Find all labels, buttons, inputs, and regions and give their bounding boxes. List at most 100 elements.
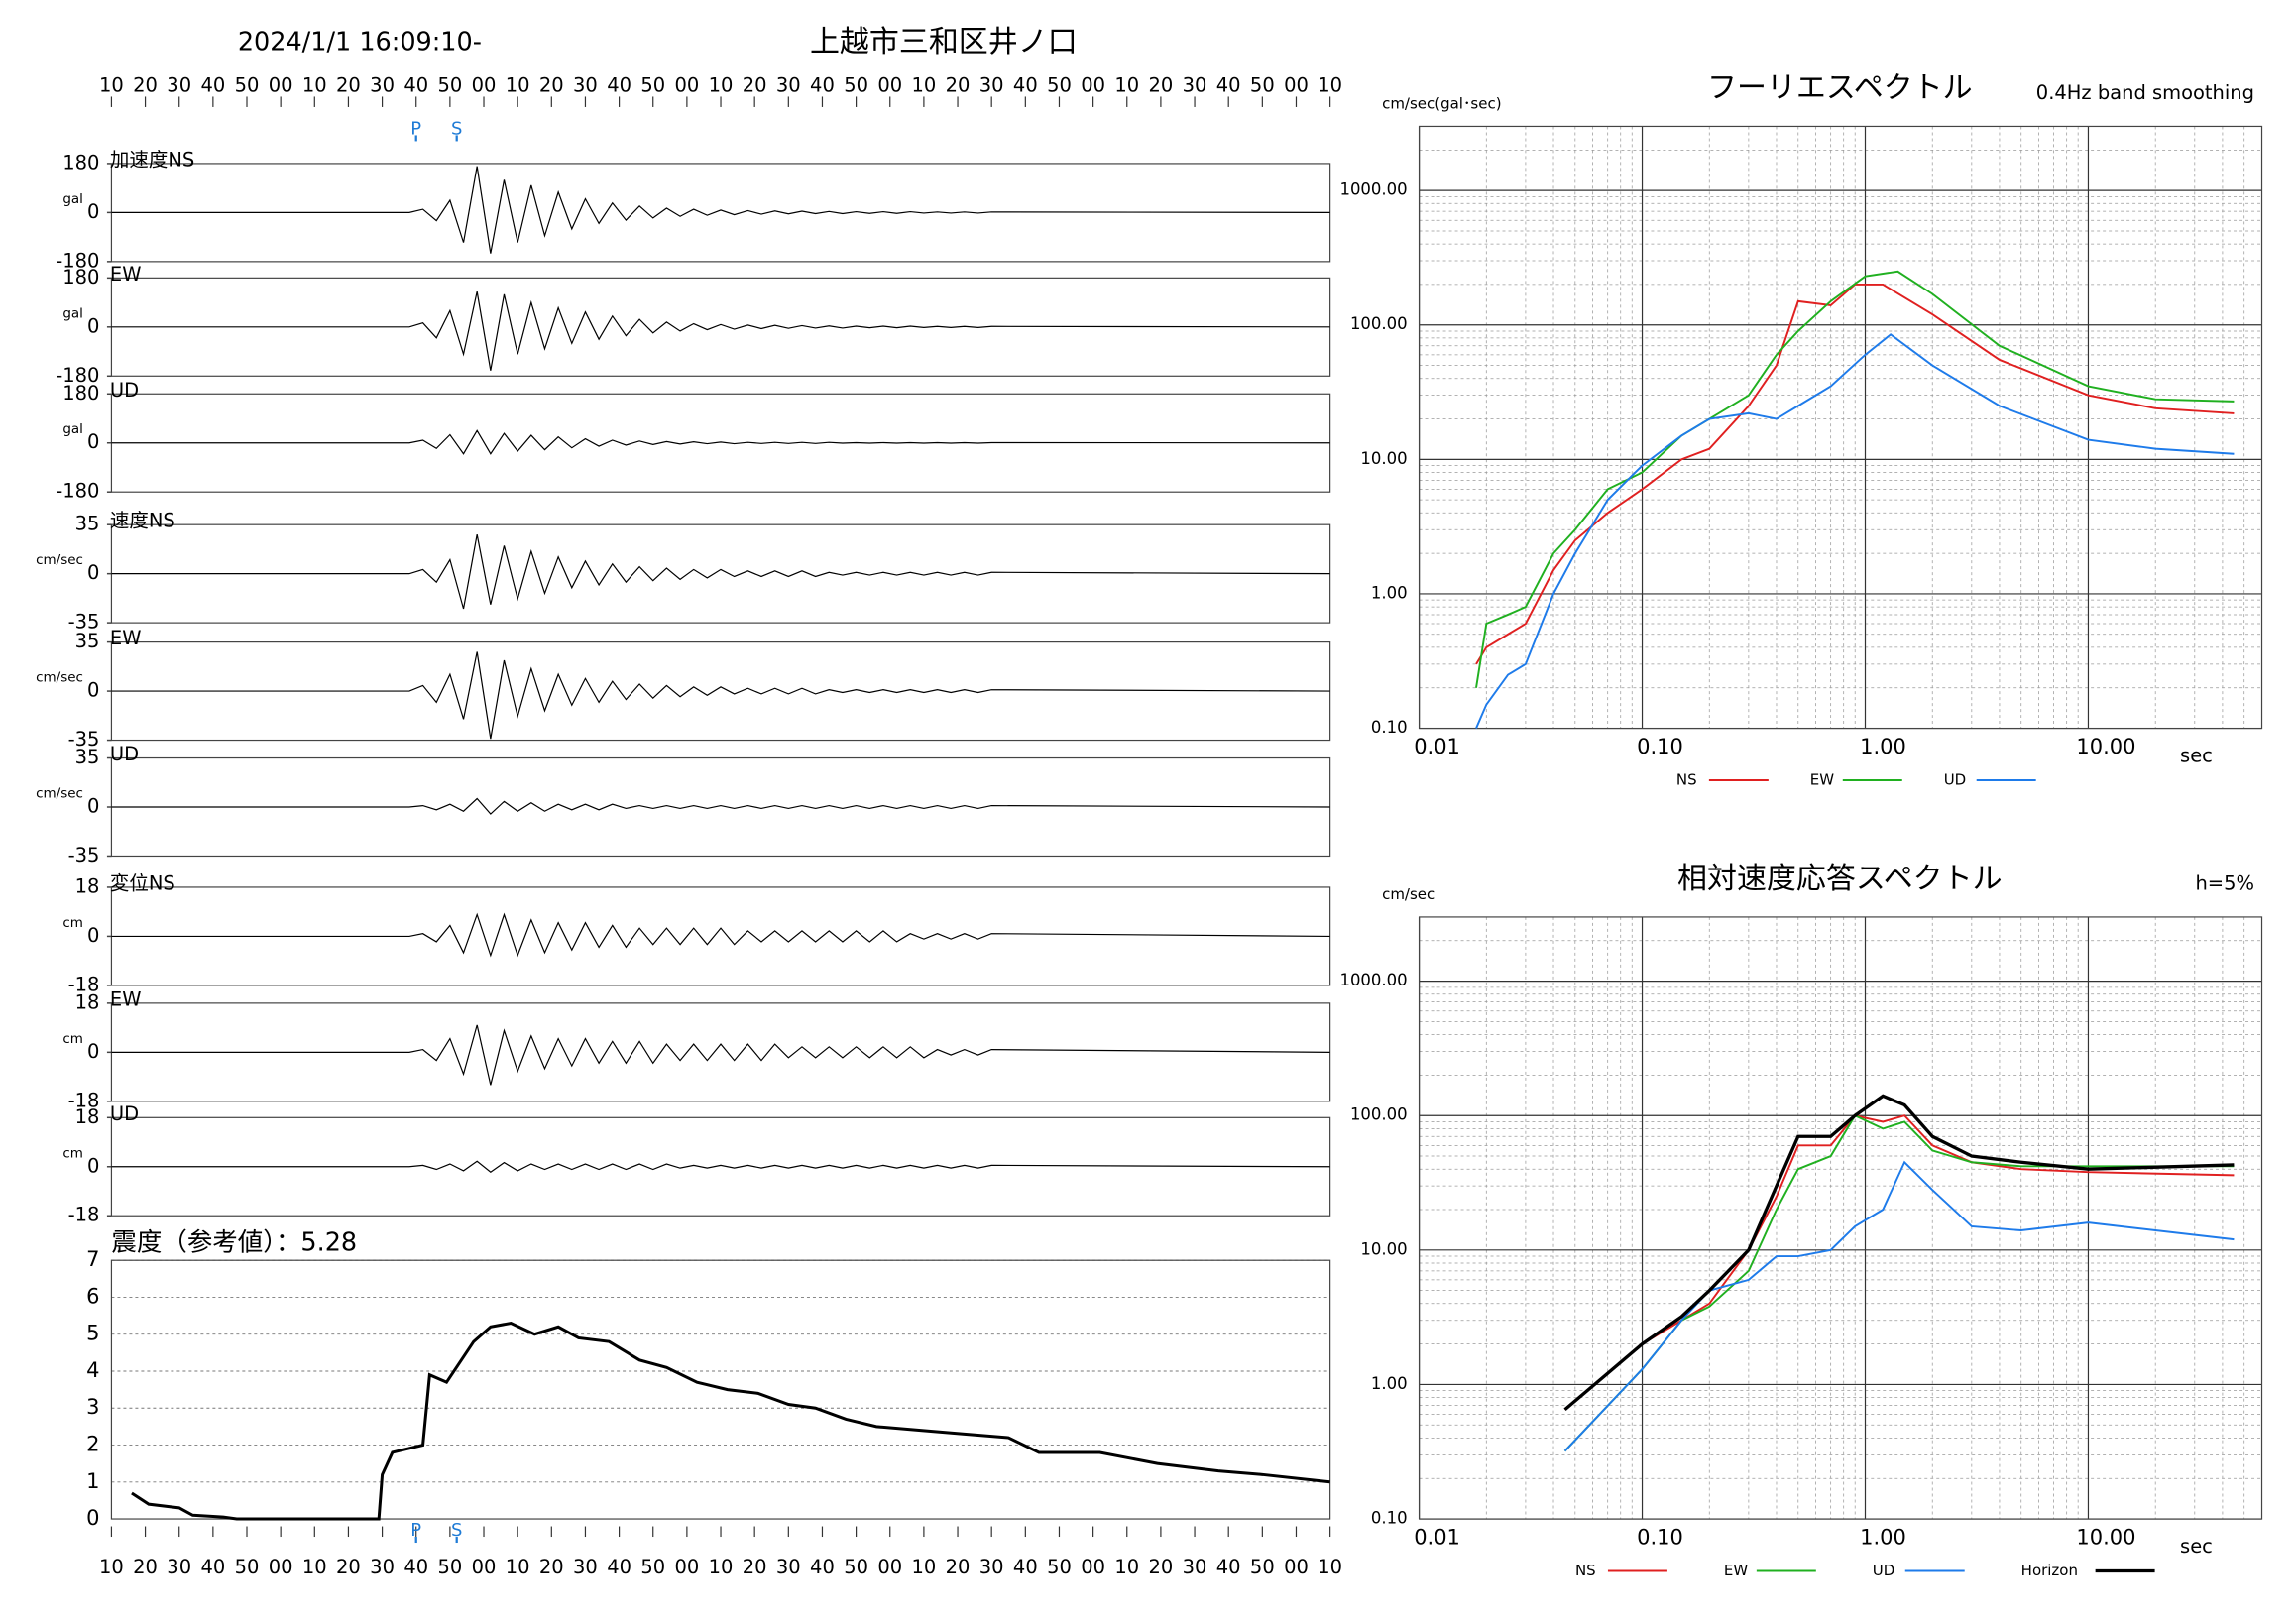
y-tick-label: 5	[86, 1322, 99, 1345]
y-tick-label: 0	[87, 924, 99, 947]
unit-label: cm	[62, 1031, 83, 1047]
y-tick-label: -35	[68, 728, 100, 751]
y-tick-label: -18	[68, 1089, 100, 1111]
x-tick-label: 10.00	[2076, 1526, 2135, 1550]
y-tick-label: 4	[86, 1358, 99, 1382]
waveform	[111, 1160, 1330, 1174]
waveform	[111, 166, 1330, 254]
y-tick-label: 1	[86, 1469, 99, 1493]
panel-name: EW	[110, 987, 142, 1010]
time-tick-label: 00	[674, 1556, 699, 1578]
phase-label: S	[451, 1520, 462, 1541]
time-tick-label: 00	[1284, 1556, 1309, 1578]
waveform	[111, 1024, 1330, 1086]
plot-frame	[110, 1259, 1331, 1520]
y-tick-label: 1000.00	[1339, 971, 1407, 989]
y-tick-label: -18	[68, 973, 100, 995]
time-tick-label: 50	[235, 73, 260, 96]
time-tick-label: 20	[539, 73, 564, 96]
legend-label: NS	[1676, 771, 1697, 789]
time-tick-label: 10	[1318, 73, 1342, 96]
time-tick-label: 30	[776, 1556, 801, 1578]
spectrum-line	[1563, 1094, 2235, 1412]
time-tick-label: 40	[1216, 73, 1241, 96]
time-tick-label: 20	[946, 73, 971, 96]
y-tick-label: 0	[87, 430, 99, 453]
time-tick-label: 10	[912, 73, 937, 96]
legend-label: EW	[1810, 771, 1834, 789]
panel-name: UD	[110, 379, 139, 402]
y-tick-label: 18	[75, 874, 100, 897]
time-tick-label: 50	[1047, 1556, 1072, 1578]
y-tick-label: 10.00	[1360, 449, 1407, 468]
y-tick-label: 35	[75, 746, 100, 768]
location: 上越市三和区井ノ口	[810, 25, 1078, 59]
time-tick-label: 20	[946, 1556, 971, 1578]
time-tick-label: 20	[133, 1556, 158, 1578]
x-axis-label: sec	[2180, 1535, 2213, 1558]
y-tick-label: 6	[86, 1284, 99, 1308]
time-tick-label: 10	[302, 1556, 327, 1578]
time-tick-label: 20	[336, 1556, 361, 1578]
y-tick-label: 180	[62, 266, 99, 289]
y-tick-label: 2	[86, 1433, 99, 1456]
chart-title: 震度（参考値）：5.28	[111, 1228, 357, 1258]
panel-name: EW	[110, 263, 142, 286]
panel-name: UD	[110, 743, 139, 765]
panel-name: UD	[110, 1102, 139, 1125]
y-tick-label: 0	[87, 1040, 99, 1063]
y-tick-label: 35	[75, 630, 100, 652]
y-tick-label: 0.10	[1371, 1509, 1408, 1528]
chart-subtitle: 0.4Hz band smoothing	[2036, 81, 2254, 104]
legend-label: EW	[1724, 1562, 1748, 1579]
time-tick-label: 20	[743, 73, 767, 96]
unit-label: cm	[62, 1145, 83, 1161]
x-tick-label: 1.00	[1860, 735, 1906, 758]
time-tick-label: 20	[133, 73, 158, 96]
time-tick-label: 40	[200, 1556, 225, 1578]
chart-subtitle: h=5%	[2195, 871, 2254, 894]
time-tick-label: 50	[1047, 73, 1072, 96]
unit-label: gal	[62, 191, 83, 207]
time-tick-label: 00	[269, 73, 293, 96]
time-tick-label: 30	[370, 1556, 395, 1578]
plot-frame	[1418, 916, 2263, 1520]
chart-title: フーリエスペクトル	[1707, 70, 1973, 105]
y-tick-label: -18	[68, 1204, 100, 1226]
time-tick-label: 00	[674, 73, 699, 96]
datetime: 2024/1/1 16:09:10-	[238, 28, 482, 58]
time-tick-label: 50	[437, 1556, 462, 1578]
y-tick-label: 0	[87, 795, 99, 818]
x-tick-label: 0.10	[1637, 1526, 1683, 1550]
y-tick-label: 35	[75, 513, 100, 535]
time-tick-label: 00	[269, 1556, 293, 1578]
time-tick-label: 40	[607, 73, 631, 96]
y-tick-label: 0	[87, 1154, 99, 1177]
time-tick-label: 20	[743, 1556, 767, 1578]
y-tick-label: -35	[68, 611, 100, 634]
y-tick-label: 3	[86, 1395, 99, 1419]
y-tick-label: 1.00	[1371, 583, 1408, 602]
y-tick-label: -180	[56, 364, 99, 387]
spectrum-line	[1563, 1113, 2235, 1452]
time-tick-label: 00	[877, 73, 902, 96]
y-tick-label: 0	[87, 561, 99, 584]
waveform	[111, 429, 1330, 455]
y-tick-label: 18	[75, 1105, 100, 1128]
y-tick-label: 100.00	[1350, 1105, 1408, 1124]
y-tick-label: 0	[87, 679, 99, 702]
unit-label: cm	[62, 915, 83, 931]
time-tick-label: 00	[472, 1556, 497, 1578]
y-tick-label: -180	[56, 249, 99, 272]
panel-name: EW	[110, 627, 142, 649]
y-axis-label: cm/sec(gal･sec)	[1382, 94, 1501, 112]
spectrum-line	[1563, 1114, 2235, 1411]
panel-name: 加速度NS	[110, 148, 194, 171]
phase-label: P	[410, 118, 421, 139]
phase-label: S	[451, 118, 462, 139]
time-tick-label: 20	[539, 1556, 564, 1578]
time-tick-label: 00	[1081, 1556, 1105, 1578]
phase-label: P	[410, 1520, 421, 1541]
y-tick-label: 1.00	[1371, 1374, 1408, 1393]
unit-label: cm/sec	[36, 786, 83, 802]
